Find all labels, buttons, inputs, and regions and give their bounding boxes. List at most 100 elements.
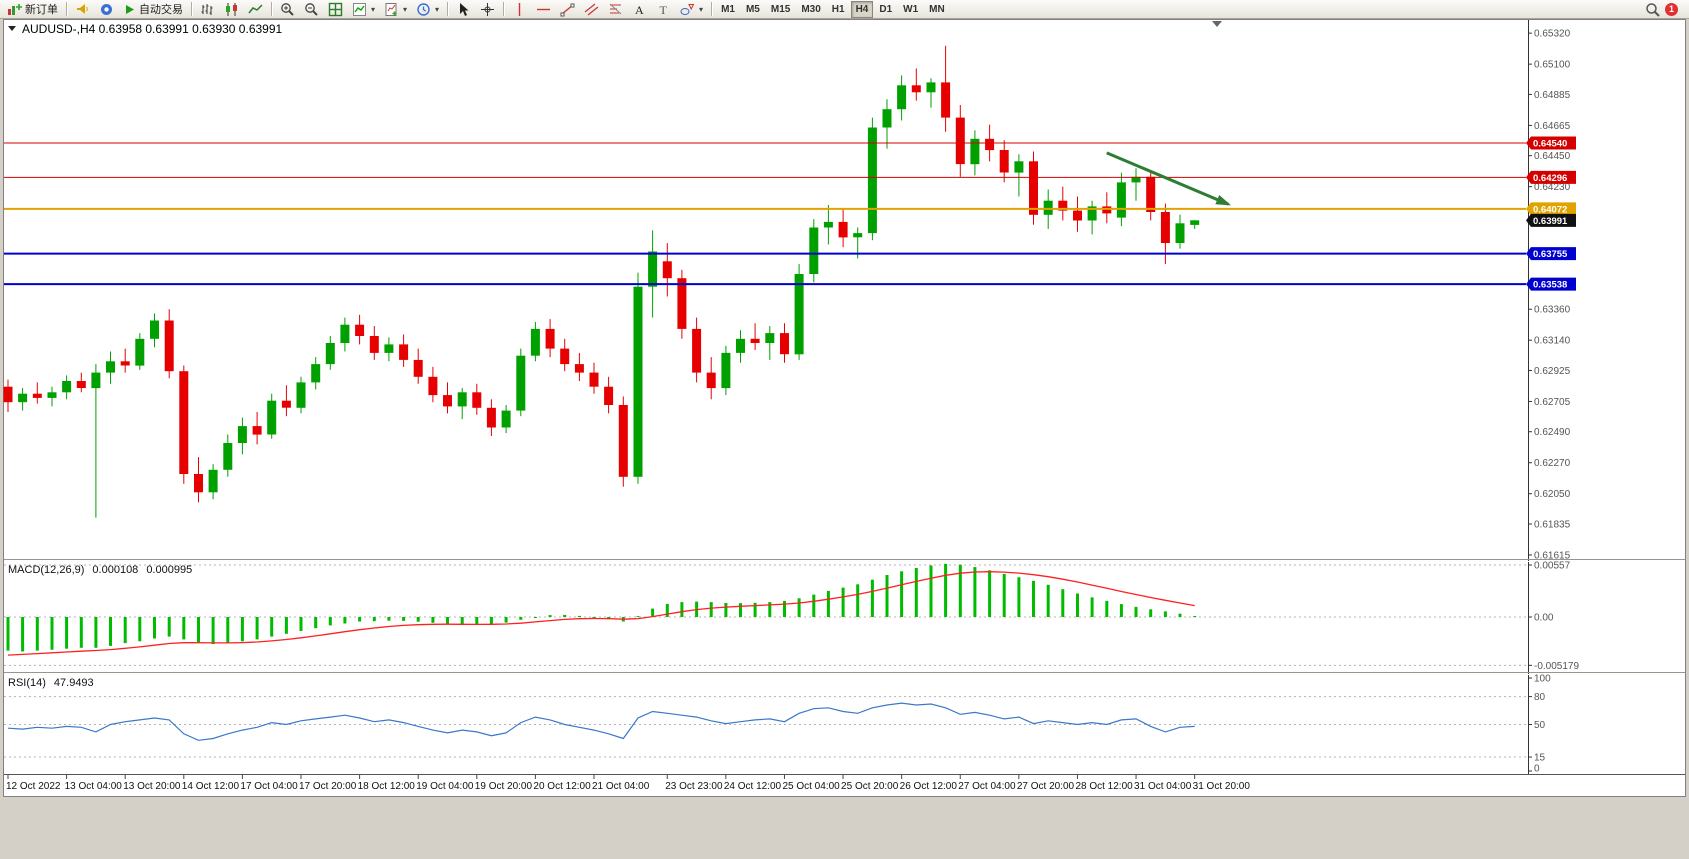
macd-scale-label: 0.00557 <box>1534 561 1571 572</box>
zoom-out-button[interactable] <box>300 1 323 18</box>
macd-histogram-bar <box>1076 593 1079 617</box>
horizontal-line-icon <box>537 8 551 10</box>
macd-histogram-bar <box>240 617 244 642</box>
macd-histogram-bar <box>79 617 83 648</box>
shapes-button[interactable]: ▾ <box>676 1 707 18</box>
cursor-icon <box>460 2 469 16</box>
price-scale-label: 0.61835 <box>1534 519 1571 530</box>
candle-body <box>223 443 233 470</box>
timeframe-d1-button[interactable]: D1 <box>874 1 897 18</box>
time-label: 12 Oct 2022 <box>6 781 61 792</box>
search-button[interactable] <box>1641 1 1664 18</box>
candle-body <box>604 386 614 405</box>
price-level-lines[interactable] <box>4 142 1526 286</box>
channel-button[interactable] <box>580 1 603 18</box>
timeframe-w1-button[interactable]: W1 <box>898 1 923 18</box>
timeframe-mn-button[interactable]: MN <box>924 1 950 18</box>
timeframe-m15-button[interactable]: M15 <box>766 1 795 18</box>
rsi-scale-label: 100 <box>1534 674 1551 685</box>
chart-shift-marker[interactable] <box>1212 21 1222 27</box>
macd-histogram-bar <box>167 617 171 637</box>
price-badge-label: 0.63991 <box>1533 216 1568 227</box>
macd-histogram-bar <box>1032 580 1035 617</box>
timeframe-m1-button[interactable]: M1 <box>716 1 740 18</box>
line-chart-type-icon <box>248 3 263 13</box>
time-axis[interactable]: 12 Oct 2022 13 Oct 04:00 13 Oct 20:00 14 Oc… <box>6 775 1250 792</box>
cursor-button[interactable] <box>452 1 475 18</box>
candle-body <box>794 274 804 355</box>
alerts-button[interactable] <box>71 1 94 18</box>
trendline-button[interactable] <box>556 1 579 18</box>
label-button[interactable]: T <box>652 1 675 18</box>
candle-body <box>47 392 57 398</box>
macd-histogram-bar <box>299 617 303 631</box>
panel-separator-macd[interactable] <box>4 559 1685 562</box>
candle-body <box>736 338 745 353</box>
macd-histogram-bar <box>211 617 215 645</box>
fibonacci-button[interactable] <box>604 1 627 18</box>
new-chart-button[interactable]: ▾ <box>380 1 411 18</box>
one-click-trading-toggle[interactable] <box>8 26 16 31</box>
time-label: 27 Oct 04:00 <box>958 781 1016 792</box>
macd-histogram-bar <box>255 617 259 640</box>
candle-body <box>648 251 658 287</box>
chart-frame-border <box>3 19 1686 797</box>
chevron-down-icon: ▾ <box>699 4 704 14</box>
arrow-head[interactable] <box>1215 194 1232 206</box>
timeframe-m5-button[interactable]: M5 <box>741 1 765 18</box>
price-scale[interactable]: 0.65320 0.65100 0.64885 0.64665 0.64450 0.642… <box>1526 29 1576 562</box>
macd-histogram-bar <box>1163 611 1167 617</box>
macd-histogram-bar <box>182 617 186 640</box>
macd-histogram-bar <box>533 617 537 618</box>
candle-body <box>135 338 145 366</box>
price-scale-label: 0.62050 <box>1534 489 1571 500</box>
candle-body <box>486 407 496 428</box>
candlestick-type-icon <box>226 2 237 16</box>
panel-separator-rsi[interactable] <box>4 672 1685 675</box>
candle-body <box>472 392 482 408</box>
macd-histogram-bar <box>1105 600 1109 617</box>
notification-badge[interactable]: 1 <box>1665 2 1678 16</box>
trend-arrow-object[interactable] <box>1106 151 1232 206</box>
horizontal-line-button[interactable] <box>532 1 555 18</box>
candlestick-type-button[interactable] <box>220 1 243 18</box>
macd-histogram-bar <box>21 617 25 652</box>
price-badge <box>1526 202 1576 216</box>
auto-trading-button[interactable]: 自动交易 <box>119 1 187 18</box>
candle-body <box>545 328 555 349</box>
macd-histogram-bar <box>1017 577 1021 617</box>
price-badge-label: 0.63755 <box>1533 249 1568 260</box>
candle-body <box>926 82 936 93</box>
candle-body <box>721 352 731 389</box>
crosshair-button[interactable] <box>476 1 499 18</box>
macd-histogram-bar <box>548 615 552 617</box>
line-chart-type-button[interactable] <box>244 1 267 18</box>
price-scale-label: 0.63140 <box>1534 336 1571 347</box>
macd-histogram-bar <box>724 603 728 617</box>
vertical-line-button[interactable] <box>508 1 531 18</box>
indicators-button[interactable]: ▾ <box>348 1 379 18</box>
candle-body <box>1116 182 1126 218</box>
new-order-button[interactable]: 新订单 <box>3 1 62 18</box>
candle-body <box>955 117 965 165</box>
tile-windows-button[interactable] <box>324 1 347 18</box>
timeframe-h1-button[interactable]: H1 <box>827 1 850 18</box>
text-button[interactable]: A <box>628 1 651 18</box>
macd-histogram-bar <box>270 617 274 637</box>
chart-background[interactable] <box>3 20 1686 796</box>
svg-text:A: A <box>635 3 644 17</box>
macd-histogram-bar <box>841 587 845 617</box>
price-badge <box>1526 247 1576 261</box>
timeframe-h4-button[interactable]: H4 <box>850 0 874 18</box>
arrow-shaft[interactable] <box>1106 151 1229 206</box>
zoom-in-button[interactable] <box>276 1 299 18</box>
bar-chart-type-button[interactable] <box>196 1 219 18</box>
price-badge <box>1526 136 1576 150</box>
profiles-button[interactable]: ▾ <box>412 1 443 18</box>
toolbar-separator <box>503 2 505 16</box>
price-scale-label: 0.64665 <box>1534 121 1571 132</box>
community-button[interactable] <box>95 1 118 18</box>
timeframe-m30-button[interactable]: M30 <box>796 1 825 18</box>
macd-histogram-bar <box>94 617 98 648</box>
macd-histogram-bar <box>50 617 54 650</box>
